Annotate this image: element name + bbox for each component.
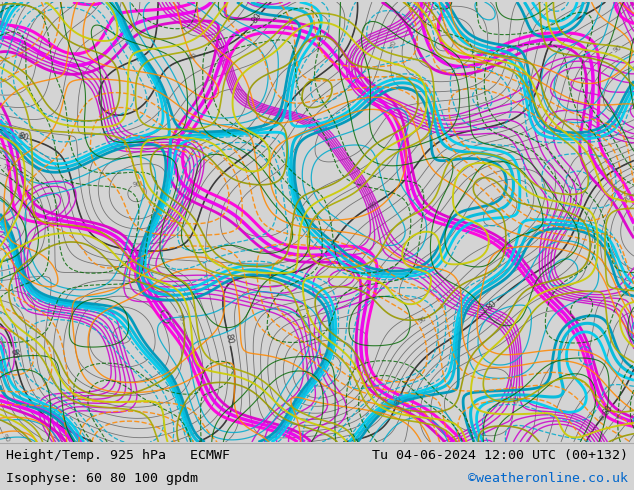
Text: 90: 90	[612, 45, 623, 54]
Text: 80: 80	[250, 12, 263, 25]
Text: 70: 70	[389, 39, 397, 49]
Text: ©weatheronline.co.uk: ©weatheronline.co.uk	[468, 471, 628, 485]
Text: 70: 70	[176, 312, 185, 323]
Text: 80: 80	[10, 348, 18, 359]
Text: 70: 70	[622, 194, 633, 204]
Text: 70: 70	[510, 395, 517, 404]
Text: 70: 70	[1, 163, 11, 172]
Text: 80: 80	[598, 411, 609, 421]
Text: 90: 90	[1, 433, 11, 444]
Text: 90: 90	[133, 181, 142, 188]
Text: Height/Temp. 925 hPa   ECMWF: Height/Temp. 925 hPa ECMWF	[6, 449, 230, 462]
Text: 80: 80	[485, 299, 499, 313]
Text: 80: 80	[16, 132, 27, 141]
Text: 80: 80	[601, 404, 615, 417]
Text: 80: 80	[394, 394, 403, 405]
Text: 80: 80	[223, 333, 235, 345]
Text: 80: 80	[17, 131, 30, 143]
Text: 80: 80	[187, 53, 197, 61]
Text: 80: 80	[368, 200, 378, 210]
Text: Isophyse: 60 80 100 gpdm: Isophyse: 60 80 100 gpdm	[6, 471, 198, 485]
Text: Tu 04-06-2024 12:00 UTC (00+132): Tu 04-06-2024 12:00 UTC (00+132)	[372, 449, 628, 462]
Text: 90: 90	[417, 316, 427, 325]
Text: 90: 90	[20, 41, 29, 51]
Text: 80: 80	[8, 347, 20, 360]
